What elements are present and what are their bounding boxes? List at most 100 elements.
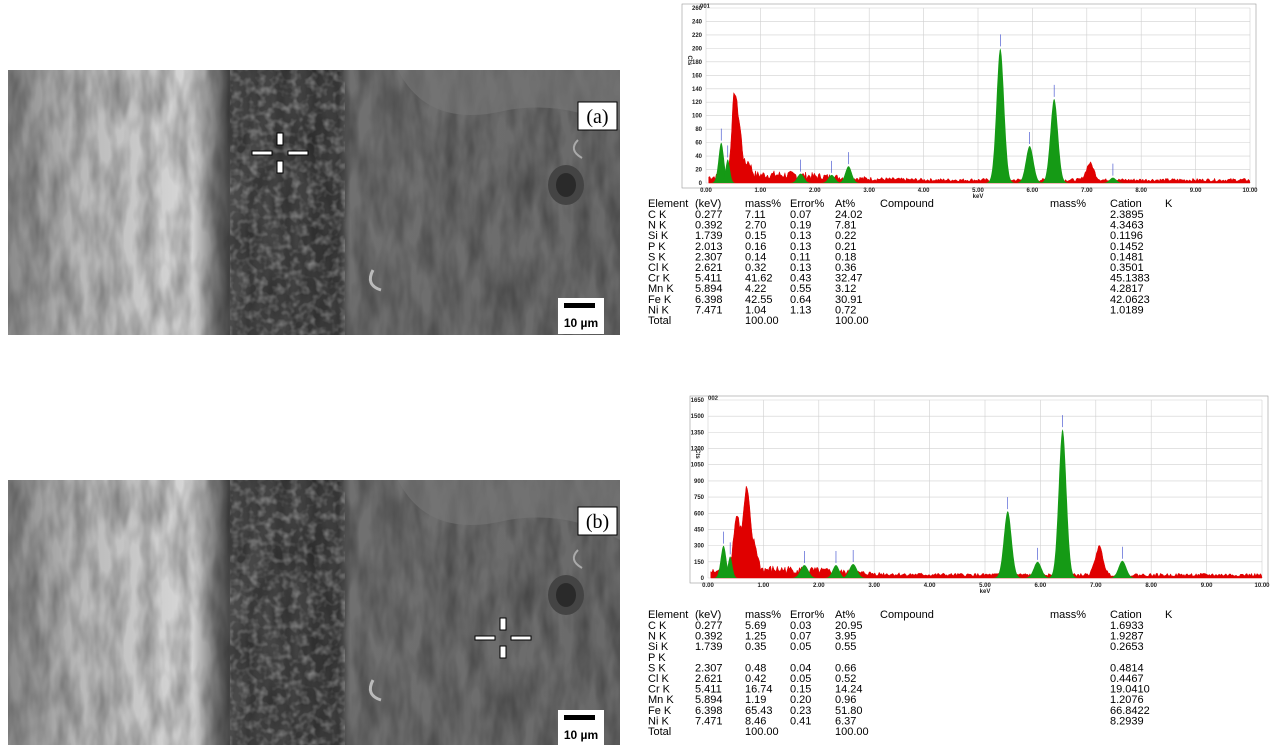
spectrum-frame bbox=[681, 3, 1257, 189]
y-tick-label: 20 bbox=[695, 168, 702, 174]
table-header: Element bbox=[648, 609, 688, 621]
table-cell: 0.277 bbox=[695, 209, 723, 221]
table-cell: 0.05 bbox=[790, 673, 811, 685]
x-tick-label: 6.00 bbox=[1027, 188, 1039, 194]
table-cell: 0.16 bbox=[745, 241, 766, 253]
table-cell: 0.20 bbox=[790, 694, 811, 706]
table-cell: 0.19 bbox=[790, 220, 811, 232]
label-box bbox=[577, 506, 618, 536]
x-tick-label: 0.00 bbox=[702, 583, 714, 589]
x-axis-label: keV bbox=[980, 589, 991, 595]
table-cell: 16.74 bbox=[745, 684, 773, 696]
table-cell: 0.07 bbox=[790, 631, 811, 643]
spectrum: 001 0 20 40 60 80 100 120 140 160 180 200 220 240 260 0… bbox=[681, 3, 1258, 200]
spectrum-peak bbox=[992, 511, 1024, 578]
x-tick-label: 5.00 bbox=[979, 583, 991, 589]
x-tick-label: 2.00 bbox=[809, 188, 821, 194]
y-tick-label: 900 bbox=[694, 479, 705, 485]
table-cell: 0.42 bbox=[745, 673, 766, 685]
table-cell: 42.55 bbox=[745, 294, 773, 306]
table-cell: 4.22 bbox=[745, 283, 766, 295]
table-cell: 1.13 bbox=[790, 304, 811, 316]
y-tick-label: 1350 bbox=[691, 430, 705, 436]
y-tick-label: 240 bbox=[692, 19, 703, 25]
table-cell: Si K bbox=[648, 641, 669, 653]
x-tick-label: 9.00 bbox=[1190, 188, 1202, 194]
spectrum-peak bbox=[710, 142, 733, 183]
spectrum-peak bbox=[712, 545, 735, 578]
x-tick-label: 1.00 bbox=[755, 188, 767, 194]
table-cell: 42.0623 bbox=[1110, 294, 1150, 306]
table-header: Compound bbox=[880, 609, 934, 621]
x-tick-label: 3.00 bbox=[863, 188, 875, 194]
table-cell: Total bbox=[648, 315, 671, 327]
table-cell: C K bbox=[648, 209, 667, 221]
table-cell: 7.471 bbox=[695, 304, 723, 316]
table-cell: 2.013 bbox=[695, 241, 723, 253]
table-cell: 0.14 bbox=[745, 251, 766, 263]
y-tick-label: 1500 bbox=[691, 414, 705, 420]
table-header: Cation bbox=[1110, 609, 1142, 621]
sem-image: (a) 10 µm bbox=[8, 70, 620, 335]
table-header: Compound bbox=[880, 198, 934, 210]
table-cell: 4.2817 bbox=[1110, 283, 1144, 295]
table-cell: 1.0189 bbox=[1110, 304, 1144, 316]
spectrum-peak bbox=[1099, 177, 1126, 183]
y-tick-label: 220 bbox=[692, 33, 703, 39]
y-tick-label: 100 bbox=[692, 114, 703, 120]
y-tick-label: 260 bbox=[692, 6, 703, 12]
table-cell: 2.621 bbox=[695, 673, 723, 685]
table-header: Error% bbox=[790, 609, 824, 621]
table-cell: 19.0410 bbox=[1110, 684, 1150, 696]
table-cell: 5.411 bbox=[695, 684, 722, 696]
table-cell: S K bbox=[648, 662, 666, 674]
table-cell: 0.23 bbox=[790, 705, 811, 717]
table-cell: 6.37 bbox=[835, 715, 856, 727]
table-cell: 5.894 bbox=[695, 694, 723, 706]
spectrum-peak bbox=[719, 159, 737, 183]
x-tick-label: 4.00 bbox=[918, 188, 930, 194]
x-tick-label: 8.00 bbox=[1135, 188, 1147, 194]
scale-bar bbox=[564, 715, 595, 720]
spectrum-peak bbox=[788, 565, 820, 578]
spectrum-peak bbox=[985, 48, 1016, 184]
table-cell: 0.43 bbox=[790, 273, 811, 285]
table-header: K bbox=[1165, 198, 1173, 210]
table-cell: Cl K bbox=[648, 262, 669, 274]
table-cell: 0.35 bbox=[745, 641, 766, 653]
table-cell: 45.1383 bbox=[1110, 273, 1150, 285]
y-tick-label: 1650 bbox=[691, 398, 705, 404]
table-cell: 2.307 bbox=[695, 662, 723, 674]
table-cell: Si K bbox=[648, 230, 669, 242]
table-cell: 6.398 bbox=[695, 294, 723, 306]
table-cell: 2.70 bbox=[745, 220, 766, 232]
table-header: Cation bbox=[1110, 198, 1142, 210]
table-header: (keV) bbox=[695, 609, 721, 621]
table-cell: 0.1196 bbox=[1110, 230, 1143, 242]
y-tick-label: 200 bbox=[692, 46, 703, 52]
table-cell: 2.621 bbox=[695, 262, 723, 274]
spectrum-title: 001 bbox=[700, 4, 711, 10]
y-tick-label: 120 bbox=[692, 100, 703, 106]
table-cell: 0.13 bbox=[790, 262, 811, 274]
table-cell: 0.36 bbox=[835, 262, 856, 274]
table-cell: 7.81 bbox=[835, 220, 856, 232]
table-cell: 1.9287 bbox=[1110, 631, 1144, 643]
table-cell: 0.4814 bbox=[1110, 662, 1144, 674]
crosshair bbox=[474, 617, 532, 659]
crosshair bbox=[251, 132, 309, 174]
table-cell: Ni K bbox=[648, 304, 669, 316]
spectrum: 002 0 150 300 450 600 750 900 1050 1200 1350 1500 16… bbox=[689, 395, 1270, 595]
table-cell: 65.43 bbox=[745, 705, 773, 717]
y-tick-label: 1050 bbox=[691, 463, 705, 469]
table-cell: 0.64 bbox=[790, 294, 811, 306]
sem-image: (b) 10 µm bbox=[8, 480, 620, 745]
table-cell: 0.55 bbox=[835, 641, 856, 653]
table-cell: 30.91 bbox=[835, 294, 863, 306]
table-cell: 3.12 bbox=[835, 283, 856, 295]
table-cell: Fe K bbox=[648, 705, 672, 717]
table-cell: 0.07 bbox=[790, 209, 811, 221]
table-cell: 5.69 bbox=[745, 620, 766, 632]
table-cell: 0.22 bbox=[835, 230, 856, 242]
